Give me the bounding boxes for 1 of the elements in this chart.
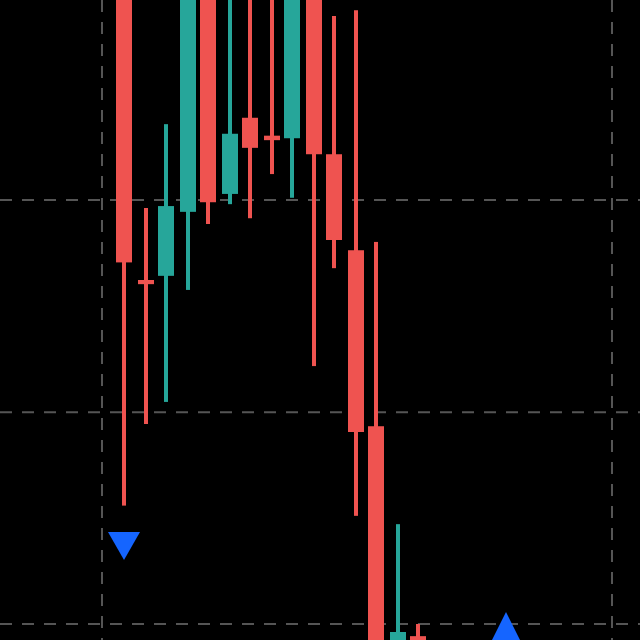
candlestick [138,208,154,424]
